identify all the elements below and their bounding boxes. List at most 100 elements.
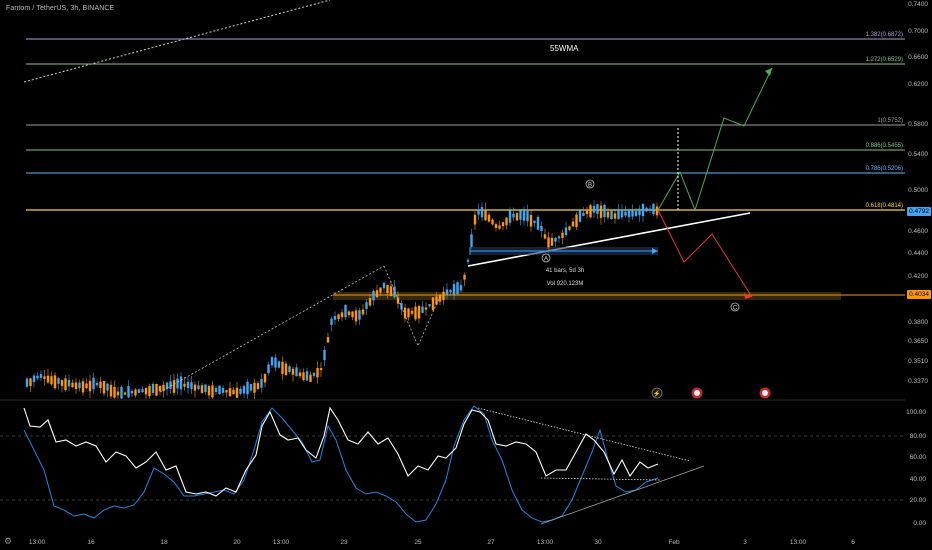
candle-body[interactable]: [529, 214, 533, 227]
candle-body[interactable]: [417, 306, 421, 319]
candle-body[interactable]: [193, 384, 197, 391]
bearish-projection[interactable]: [657, 209, 753, 298]
candle-body[interactable]: [323, 349, 326, 361]
candle-body[interactable]: [515, 213, 519, 221]
candle-body[interactable]: [260, 378, 263, 388]
candle-body[interactable]: [550, 237, 554, 246]
candle-body[interactable]: [162, 384, 165, 391]
candle-body[interactable]: [263, 374, 267, 383]
osc-mid-trendline[interactable]: [540, 477, 661, 481]
ascending-trendline[interactable]: [467, 212, 751, 267]
candle-body[interactable]: [561, 232, 564, 239]
candle-body[interactable]: [498, 225, 501, 229]
candle-body[interactable]: [407, 308, 410, 318]
candle-body[interactable]: [144, 387, 148, 395]
candle-body[interactable]: [494, 224, 498, 228]
candle-body[interactable]: [505, 217, 508, 226]
candle-body[interactable]: [92, 377, 95, 390]
candle-body[interactable]: [60, 380, 64, 386]
candle-body[interactable]: [424, 307, 428, 310]
candle-body[interactable]: [578, 210, 582, 222]
candle-body[interactable]: [232, 389, 235, 395]
candle-body[interactable]: [466, 259, 470, 262]
candle-body[interactable]: [375, 290, 379, 298]
candle-body[interactable]: [242, 386, 246, 394]
candle-body[interactable]: [95, 382, 99, 386]
candle-body[interactable]: [113, 386, 116, 398]
time-axis[interactable]: 13:00 16 18 20 13:00 23 25 27 13:00 30 Feb 3 13:00 6: [29, 539, 855, 546]
candle-body[interactable]: [592, 206, 596, 213]
candle-body[interactable]: [99, 381, 102, 389]
candle-body[interactable]: [270, 357, 274, 366]
oscillator-axis[interactable]: 100.00 80.00 60.00 40.00 20.00 0.00: [906, 409, 926, 527]
candle-body[interactable]: [400, 303, 403, 310]
candlestick-series[interactable]: [25, 200, 659, 399]
candle-body[interactable]: [606, 211, 610, 218]
candle-body[interactable]: [288, 366, 291, 373]
range-measure[interactable]: [469, 247, 658, 255]
candle-body[interactable]: [382, 282, 386, 289]
candle-body[interactable]: [449, 289, 452, 293]
candle-body[interactable]: [176, 378, 179, 389]
candle-body[interactable]: [533, 220, 536, 223]
candle-body[interactable]: [393, 286, 396, 298]
event-icon-us[interactable]: [691, 387, 703, 399]
candle-body[interactable]: [102, 380, 106, 394]
candle-body[interactable]: [295, 367, 298, 377]
candle-body[interactable]: [543, 234, 547, 239]
candle-body[interactable]: [333, 316, 337, 320]
candle-body[interactable]: [620, 209, 624, 218]
oscillator-signal-line[interactable]: [23, 405, 659, 523]
candle-body[interactable]: [207, 386, 211, 396]
candle-body[interactable]: [354, 310, 358, 322]
candle-body[interactable]: [389, 286, 393, 297]
candle-body[interactable]: [575, 214, 578, 228]
wave-marker-a[interactable]: A: [541, 253, 551, 263]
candle-body[interactable]: [158, 385, 162, 392]
candle-body[interactable]: [585, 210, 589, 215]
candle-body[interactable]: [235, 387, 239, 398]
candle-body[interactable]: [522, 209, 526, 221]
candle-body[interactable]: [508, 210, 512, 223]
candle-body[interactable]: [214, 388, 218, 392]
candle-body[interactable]: [225, 390, 228, 393]
candle-body[interactable]: [190, 382, 193, 390]
dashed-correction-line[interactable]: [383, 265, 441, 348]
candle-body[interactable]: [344, 304, 347, 318]
candle-body[interactable]: [435, 296, 438, 305]
candle-body[interactable]: [256, 383, 260, 389]
candle-body[interactable]: [396, 297, 400, 304]
candle-body[interactable]: [641, 203, 645, 217]
candle-body[interactable]: [487, 214, 491, 222]
candle-body[interactable]: [414, 306, 417, 320]
dotted-trendline[interactable]: [23, 0, 331, 83]
candle-body[interactable]: [470, 234, 473, 248]
candle-body[interactable]: [32, 375, 36, 383]
candle-body[interactable]: [648, 208, 652, 211]
candle-body[interactable]: [221, 388, 225, 393]
candle-body[interactable]: [39, 374, 43, 378]
candle-body[interactable]: [477, 209, 480, 215]
candle-body[interactable]: [309, 374, 312, 382]
candle-body[interactable]: [67, 379, 71, 387]
candle-body[interactable]: [652, 203, 655, 215]
candle-body[interactable]: [540, 225, 543, 232]
candle-body[interactable]: [613, 213, 617, 219]
candle-body[interactable]: [64, 378, 67, 391]
candle-body[interactable]: [571, 221, 575, 227]
candle-body[interactable]: [281, 361, 284, 374]
candle-body[interactable]: [603, 204, 606, 218]
candle-body[interactable]: [473, 214, 477, 225]
osc-upper-trendline[interactable]: [477, 407, 691, 462]
candle-body[interactable]: [172, 380, 176, 393]
candle-body[interactable]: [638, 208, 641, 216]
candle-body[interactable]: [120, 386, 123, 399]
candle-body[interactable]: [347, 311, 351, 316]
candle-body[interactable]: [456, 282, 459, 295]
candle-body[interactable]: [200, 385, 204, 394]
candle-body[interactable]: [627, 209, 631, 218]
candle-body[interactable]: [655, 206, 659, 216]
candle-body[interactable]: [631, 210, 634, 217]
price-axis[interactable]: 0.7400 0.7000 0.6600 0.6200 0.5800 0.5400 0.50…: [908, 1, 928, 385]
candle-body[interactable]: [218, 385, 221, 394]
